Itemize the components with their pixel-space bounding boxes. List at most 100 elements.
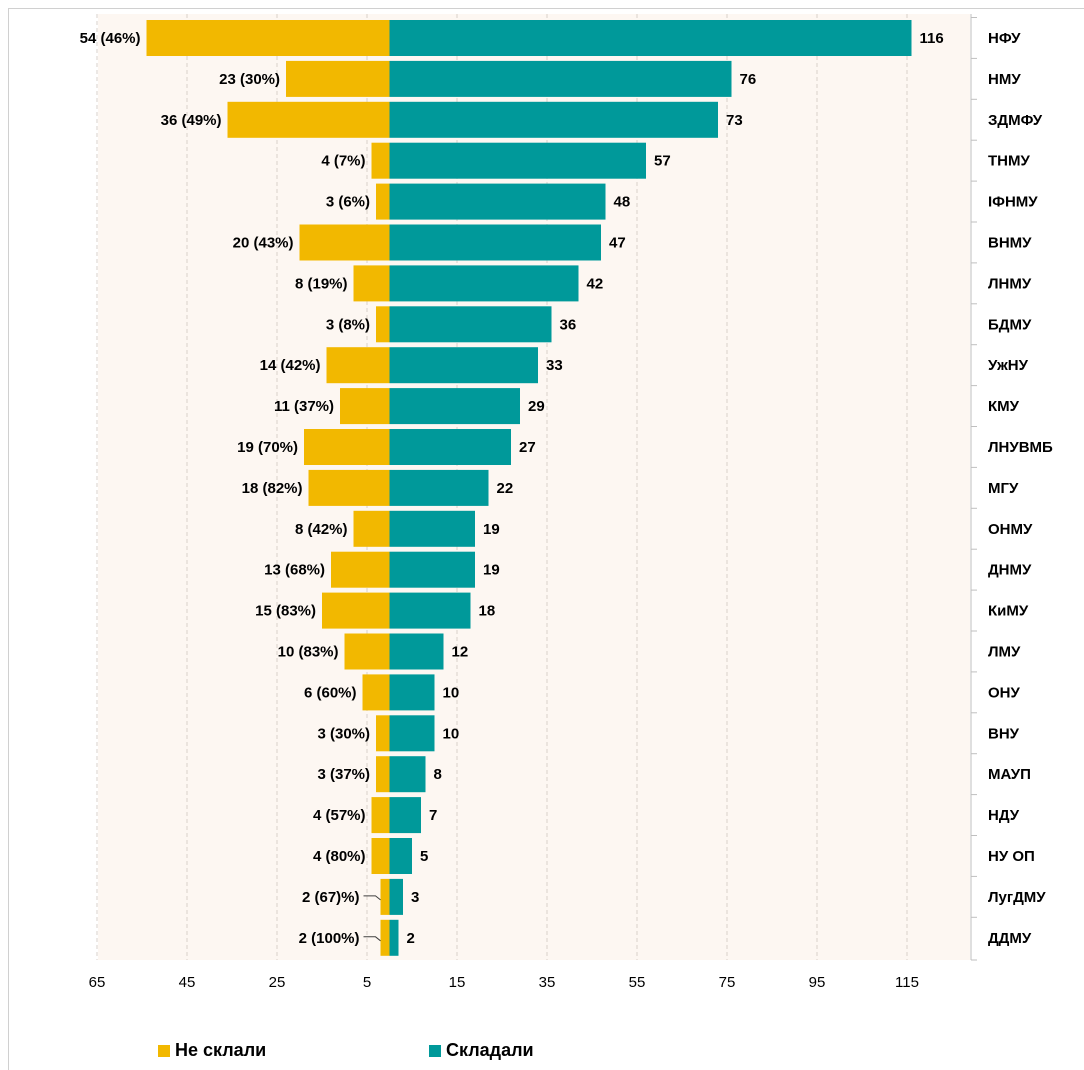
bar-not-passed	[322, 592, 390, 629]
data-label-not-passed: 54 (46%)	[80, 30, 141, 47]
legend-swatch-not-passed	[158, 1044, 170, 1057]
bar-passed	[389, 878, 403, 915]
data-label-not-passed: 18 (82%)	[242, 480, 303, 497]
bar-not-passed	[304, 429, 390, 465]
category-label: НФУ	[988, 30, 1021, 47]
bar-not-passed	[353, 265, 390, 302]
category-label: ЛугДМУ	[988, 889, 1046, 906]
category-label: ІФНМУ	[988, 194, 1038, 211]
bar-not-passed	[362, 674, 390, 711]
bar-passed	[389, 265, 579, 302]
data-label-not-passed: 20 (43%)	[233, 235, 294, 252]
leader-line	[363, 895, 381, 901]
category-label: НДУ	[988, 807, 1020, 824]
legend-label-passed: Складали	[446, 1040, 534, 1060]
bar-passed	[389, 142, 646, 179]
data-label-passed: 5	[420, 848, 428, 865]
bar-not-passed	[340, 388, 390, 425]
data-label-passed: 10	[443, 725, 460, 742]
category-label: ЛНМУ	[988, 275, 1032, 292]
bar-passed	[389, 183, 606, 220]
bar-passed	[389, 469, 489, 506]
data-label-passed: 116	[920, 30, 944, 47]
bar-not-passed	[376, 756, 390, 793]
bar-passed	[389, 224, 601, 261]
category-label: КМУ	[988, 398, 1020, 415]
bar-not-passed	[331, 551, 390, 588]
bar-not-passed	[227, 101, 390, 138]
bar-not-passed	[344, 633, 390, 670]
data-label-not-passed: 4 (80%)	[313, 848, 366, 865]
data-label-not-passed: 11 (37%)	[274, 398, 334, 415]
bar-passed	[389, 756, 426, 793]
x-tick-label: 35	[539, 974, 556, 991]
data-label-not-passed: 8 (42%)	[295, 521, 348, 538]
x-tick-label: 75	[719, 974, 736, 991]
bar-not-passed	[376, 183, 390, 220]
data-label-not-passed: 10 (83%)	[278, 644, 339, 661]
x-tick-label: 55	[629, 974, 646, 991]
data-label-not-passed: 3 (6%)	[326, 194, 370, 211]
x-tick-label: 15	[449, 974, 466, 991]
category-label: ЛМУ	[988, 644, 1021, 661]
bar-passed	[389, 674, 435, 711]
data-label-passed: 22	[497, 480, 514, 497]
category-label: БДМУ	[988, 316, 1032, 333]
data-label-not-passed: 3 (37%)	[317, 766, 370, 783]
data-label-not-passed: 19 (70%)	[237, 439, 298, 456]
bar-passed	[389, 429, 511, 465]
category-label: ДДМУ	[988, 930, 1032, 947]
legend-swatch-passed	[429, 1044, 441, 1057]
data-label-passed: 33	[546, 357, 563, 374]
data-label-not-passed: 36 (49%)	[161, 112, 222, 129]
legend-item-not-passed: Не склали	[158, 1040, 266, 1061]
category-label: КиМУ	[988, 603, 1029, 620]
bar-passed	[389, 715, 435, 752]
data-label-passed: 18	[479, 603, 496, 620]
bar-not-passed	[326, 347, 390, 384]
bar-passed	[389, 347, 538, 384]
bar-not-passed	[353, 510, 390, 547]
data-label-not-passed: 2 (67)%)	[302, 889, 360, 906]
category-label: ВНМУ	[988, 235, 1032, 252]
x-tick-label: 65	[89, 974, 106, 991]
category-label: НУ ОП	[988, 848, 1035, 865]
category-label: МГУ	[988, 480, 1019, 497]
bar-passed	[389, 60, 732, 97]
data-label-not-passed: 4 (7%)	[321, 153, 365, 170]
category-label: ЛНУВМБ	[988, 439, 1053, 456]
bar-passed	[389, 797, 421, 834]
bar-passed	[389, 388, 520, 425]
category-label: НМУ	[988, 71, 1021, 88]
data-label-passed: 19	[483, 562, 500, 579]
bar-not-passed	[380, 919, 390, 956]
data-label-not-passed: 15 (83%)	[255, 603, 316, 620]
data-label-passed: 57	[654, 153, 671, 170]
data-label-passed: 36	[560, 316, 577, 333]
bar-not-passed	[371, 838, 390, 874]
bar-passed	[389, 633, 444, 670]
bar-passed	[389, 20, 912, 56]
bar-not-passed	[371, 142, 390, 179]
data-label-passed: 2	[407, 930, 415, 947]
data-label-not-passed: 2 (100%)	[299, 930, 360, 947]
x-tick-label: 45	[179, 974, 196, 991]
x-tick-label: 5	[363, 974, 371, 991]
x-tick-label: 25	[269, 974, 286, 991]
data-label-passed: 73	[726, 112, 743, 129]
bar-not-passed	[286, 60, 390, 97]
category-label: МАУП	[988, 766, 1031, 783]
bar-not-passed	[299, 224, 390, 261]
category-label: УжНУ	[988, 357, 1029, 374]
category-label: ОНУ	[988, 684, 1021, 701]
category-label: ДНМУ	[988, 562, 1032, 579]
category-label: ОНМУ	[988, 521, 1033, 538]
category-label: ВНУ	[988, 725, 1020, 742]
data-label-passed: 27	[519, 439, 536, 456]
data-label-not-passed: 3 (8%)	[326, 316, 370, 333]
category-label: ЗДМФУ	[988, 112, 1043, 129]
bar-not-passed	[146, 20, 390, 56]
bar-passed	[389, 101, 718, 138]
data-label-passed: 42	[587, 275, 604, 292]
